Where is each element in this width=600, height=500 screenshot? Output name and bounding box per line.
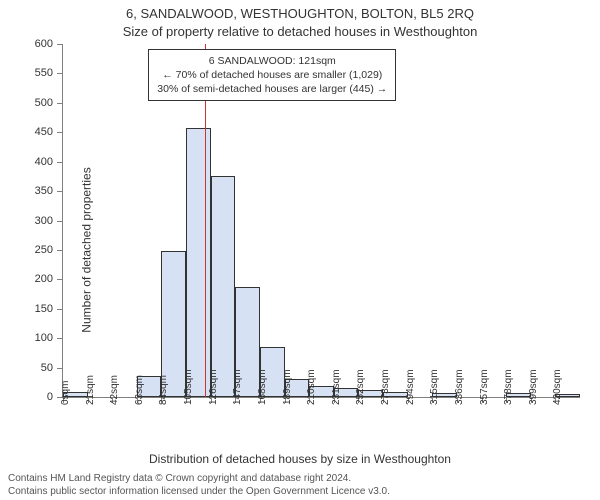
x-tick-label: 231sqm [331,369,342,405]
x-tick-label: 336sqm [454,369,465,405]
x-tick-label: 273sqm [380,369,391,405]
x-tick-label: 84sqm [158,375,169,405]
y-tick-label: 300 [35,215,53,227]
x-tick-label: 105sqm [183,369,194,405]
figure-caption: Contains HM Land Registry data © Crown c… [8,473,592,498]
caption-line2: Contains public sector information licen… [8,486,592,499]
histogram-bar [211,176,236,397]
x-tick-label: 42sqm [109,375,120,405]
y-tick-label: 350 [35,185,53,197]
histogram-bar [186,128,211,397]
chart-title-line1: 6, SANDALWOOD, WESTHOUGHTON, BOLTON, BL5… [0,6,600,21]
x-tick-label: 168sqm [257,369,268,405]
y-tick-label: 150 [35,303,53,315]
y-tick-label: 600 [35,38,53,50]
x-tick-label: 294sqm [405,369,416,405]
chart-title-line2: Size of property relative to detached ho… [0,24,600,39]
y-tick-label: 450 [35,126,53,138]
x-tick-label: 147sqm [232,369,243,405]
x-tick-label: 252sqm [355,369,366,405]
x-tick-label: 378sqm [503,369,514,405]
annotation-box: 6 SANDALWOOD: 121sqm← 70% of detached ho… [148,49,396,102]
annotation-line1: 6 SANDALWOOD: 121sqm [157,54,387,68]
y-tick-label: 100 [35,332,53,344]
x-tick-label: 21sqm [85,375,96,405]
x-tick-label: 315sqm [429,369,440,405]
plot-area: 0501001502002503003504004505005506000sqm… [62,44,580,398]
x-tick-label: 189sqm [282,369,293,405]
annotation-line2: ← 70% of detached houses are smaller (1,… [157,68,387,82]
y-tick-label: 200 [35,273,53,285]
x-tick-label: 420sqm [552,369,563,405]
x-tick-label: 0sqm [60,381,71,405]
x-axis-label: Distribution of detached houses by size … [0,452,600,466]
y-tick-label: 550 [35,67,53,79]
y-tick-label: 0 [47,391,53,403]
x-tick-label: 357sqm [479,369,490,405]
y-tick-label: 500 [35,97,53,109]
x-tick-label: 210sqm [306,369,317,405]
figure-container: 6, SANDALWOOD, WESTHOUGHTON, BOLTON, BL5… [0,0,600,500]
annotation-line3: 30% of semi-detached houses are larger (… [157,82,387,96]
caption-line1: Contains HM Land Registry data © Crown c… [8,473,592,486]
x-tick-label: 399sqm [528,369,539,405]
x-tick-label: 126sqm [208,369,219,405]
x-tick-label: 63sqm [134,375,145,405]
y-tick-label: 50 [41,362,53,374]
y-tick-label: 250 [35,244,53,256]
y-tick-label: 400 [35,156,53,168]
